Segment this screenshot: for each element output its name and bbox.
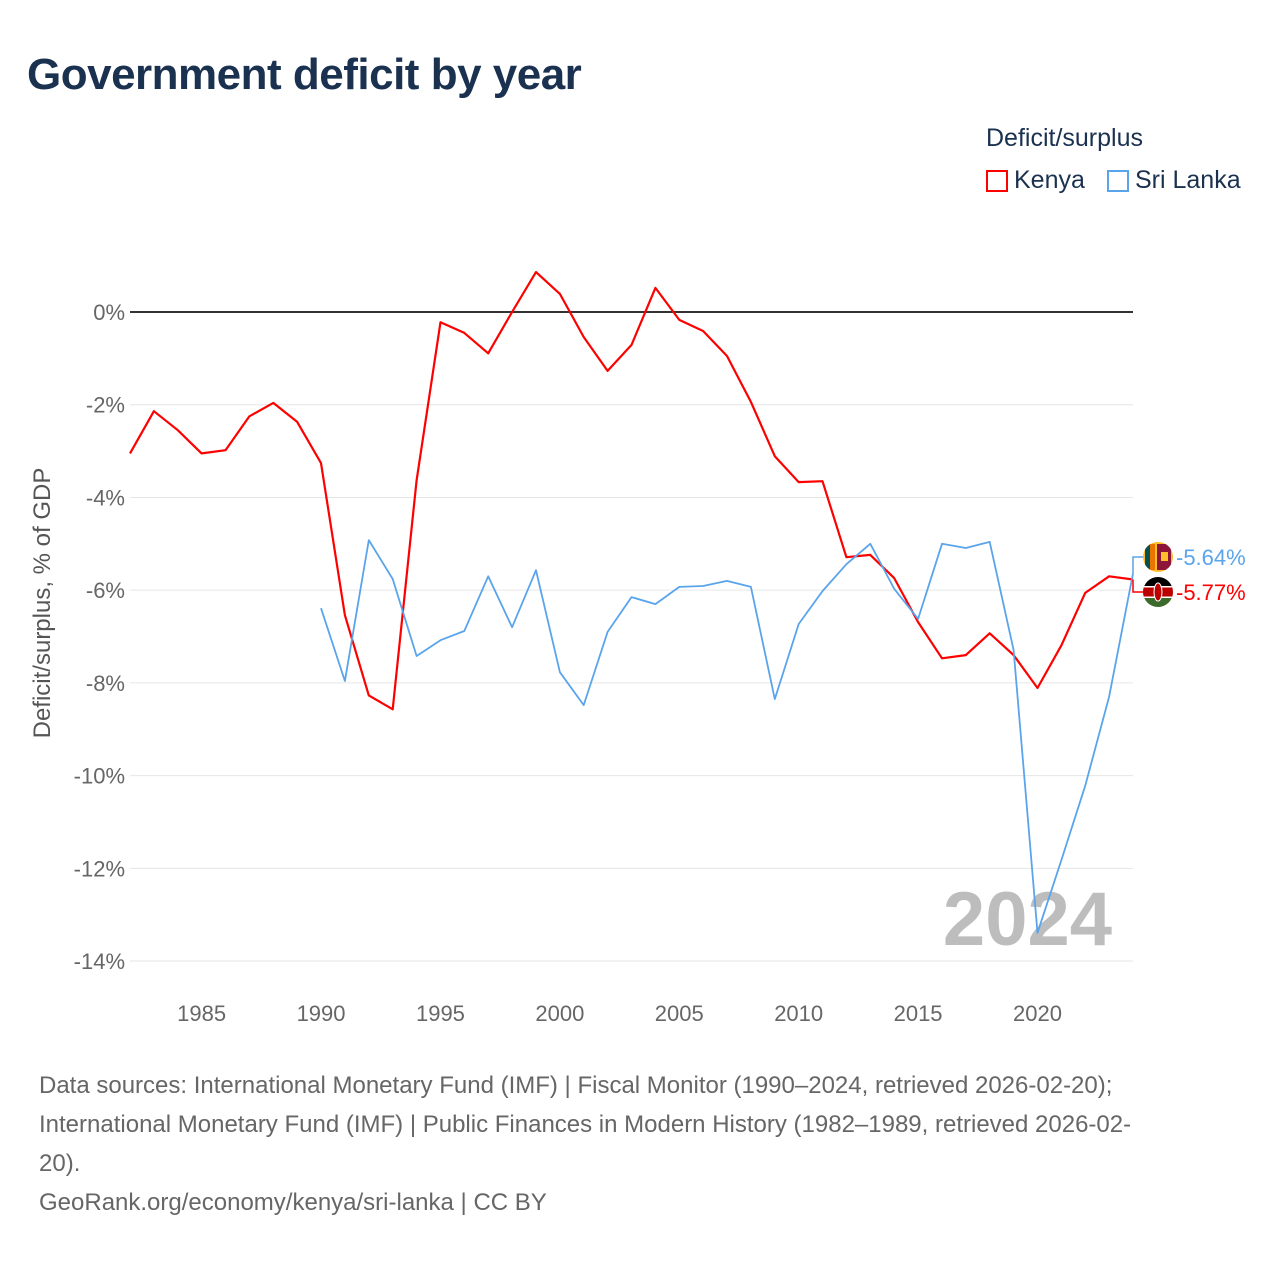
x-tick-label: 2020 [1013,1001,1062,1026]
flag-body [1143,577,1173,607]
chart-title: Government deficit by year [27,50,582,99]
legend-label-sri-lanka: Sri Lanka [1135,166,1241,194]
end-label-sri-lanka: -5.64% [1176,545,1246,570]
x-tick-label: 2005 [655,1001,704,1026]
legend-label-kenya: Kenya [1014,166,1085,194]
year-watermark: 2024 [943,877,1112,962]
line-chart: 0% -2% -4% -6% -8% -10% -12% -14% 1985 1990 1995 2… [29,271,1246,1026]
source-line-3: 20). [39,1150,81,1177]
end-label-kenya: -5.77% [1176,580,1246,605]
kenya-flag-icon [1143,577,1173,607]
flag-shield [1153,582,1163,602]
flag-black [1143,577,1173,587]
x-tick-label: 1995 [416,1001,465,1026]
x-tick-label: 1990 [297,1001,346,1026]
flag-body [1143,542,1173,572]
y-tick-label: -4% [86,485,125,510]
y-axis-label: Deficit/surplus, % of GDP [29,468,56,739]
connector-kenya [1132,579,1145,593]
source-link[interactable]: GeoRank.org/economy/kenya/sri-lanka | CC… [39,1189,547,1216]
y-tick-label: 0% [93,300,125,325]
legend-swatch-sri-lanka [1107,169,1129,192]
x-tick-label: 2015 [894,1001,943,1026]
source-line-1: Data sources: International Monetary Fun… [39,1072,1113,1099]
legend-title: Deficit/surplus [986,124,1143,152]
x-tick-label: 1985 [177,1001,226,1026]
legend-swatch-kenya [986,169,1008,192]
source-line-2: International Monetary Fund (IMF) | Publ… [39,1111,1132,1138]
y-tick-label: -8% [86,671,125,696]
y-tick-label: -14% [74,949,125,974]
flag-green [1143,597,1173,607]
x-tick-label: 2000 [535,1001,584,1026]
legend-item-kenya[interactable]: Kenya [986,166,1085,195]
flag-lion [1161,552,1168,561]
grid-lines [130,311,1133,962]
series-line-kenya [129,271,1134,711]
series-lines [129,271,1134,934]
flag-green [1145,544,1150,570]
connector-sri-lanka [1132,556,1145,574]
y-tick-labels: 0% -2% -4% -6% -8% -10% -12% -14% [74,300,125,974]
y-tick-label: -12% [74,856,125,881]
flag-orange [1150,544,1155,570]
x-tick-label: 2010 [774,1001,823,1026]
legend-item-sri-lanka[interactable]: Sri Lanka [1107,166,1241,195]
series-line-sri-lanka [320,539,1134,934]
y-tick-label: -6% [86,578,125,603]
y-tick-label: -2% [86,393,125,418]
sri-lanka-flag-icon [1143,542,1173,572]
end-labels: -5.64% -5.77% [1132,542,1246,607]
x-tick-labels: 1985 1990 1995 2000 2005 2010 2015 2020 [177,1001,1062,1026]
y-tick-label: -10% [74,764,125,789]
